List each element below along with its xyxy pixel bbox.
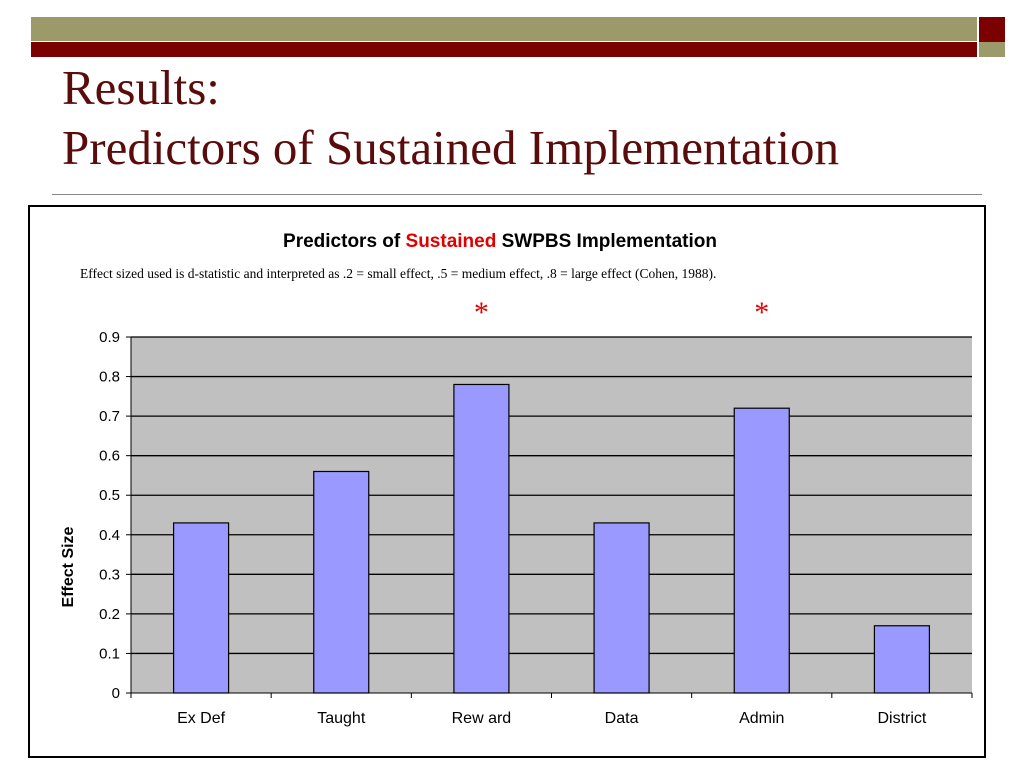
bar (172, 522, 230, 694)
header-square-maroon (979, 17, 1005, 42)
significance-marker: * (474, 296, 489, 329)
chart-subtitle: Effect sized used is d-statistic and int… (80, 266, 716, 281)
x-tick-label: Rew ard (452, 710, 512, 727)
chart-title-part3: SWPBS Implementation (502, 231, 717, 252)
y-tick-label: 0 (112, 685, 120, 702)
slide-title: Results: Predictors of Sustained Impleme… (62, 58, 839, 178)
header-square-olive (979, 42, 1005, 57)
header-bar-maroon (31, 42, 977, 57)
chart-title-emphasis: Sustained (406, 231, 497, 252)
x-tick-label: Taught (317, 710, 366, 727)
chart-title: Predictors of Sustained SWPBS Implementa… (283, 231, 717, 252)
bar (873, 625, 931, 694)
y-tick-label: 0.6 (99, 448, 120, 465)
y-tick-label: 0.8 (99, 369, 120, 386)
header-bar-divider (31, 41, 977, 42)
x-tick-label: Ex Def (177, 710, 226, 727)
chart-title-part1: Predictors of (283, 231, 405, 252)
x-tick-label: District (877, 710, 926, 727)
x-tick-label: Admin (739, 710, 784, 727)
y-tick-label: 0.5 (99, 487, 120, 504)
x-tick-label: Data (605, 710, 639, 727)
significance-marker: * (754, 296, 769, 329)
bar (593, 522, 650, 694)
bar (453, 383, 510, 694)
bar (313, 470, 370, 694)
y-tick-label: 0.7 (99, 408, 120, 425)
slide-title-line2: Predictors of Sustained Implementation (62, 120, 840, 175)
title-divider (52, 194, 982, 195)
bar-chart: Predictors of Sustained SWPBS Implementa… (60, 231, 973, 727)
y-tick-label: 0.4 (99, 527, 120, 544)
bar (733, 407, 790, 694)
slide-title-line1: Results: (62, 60, 220, 115)
y-tick-label: 0.9 (99, 329, 120, 346)
plot-area (131, 337, 972, 693)
y-axis-label: Effect Size (60, 526, 77, 607)
y-tick-label: 0.1 (99, 645, 120, 662)
chart-frame: Predictors of Sustained SWPBS Implementa… (28, 205, 986, 758)
y-tick-label: 0.2 (99, 606, 120, 623)
header-bar-olive (31, 17, 977, 42)
y-tick-label: 0.3 (99, 566, 120, 583)
